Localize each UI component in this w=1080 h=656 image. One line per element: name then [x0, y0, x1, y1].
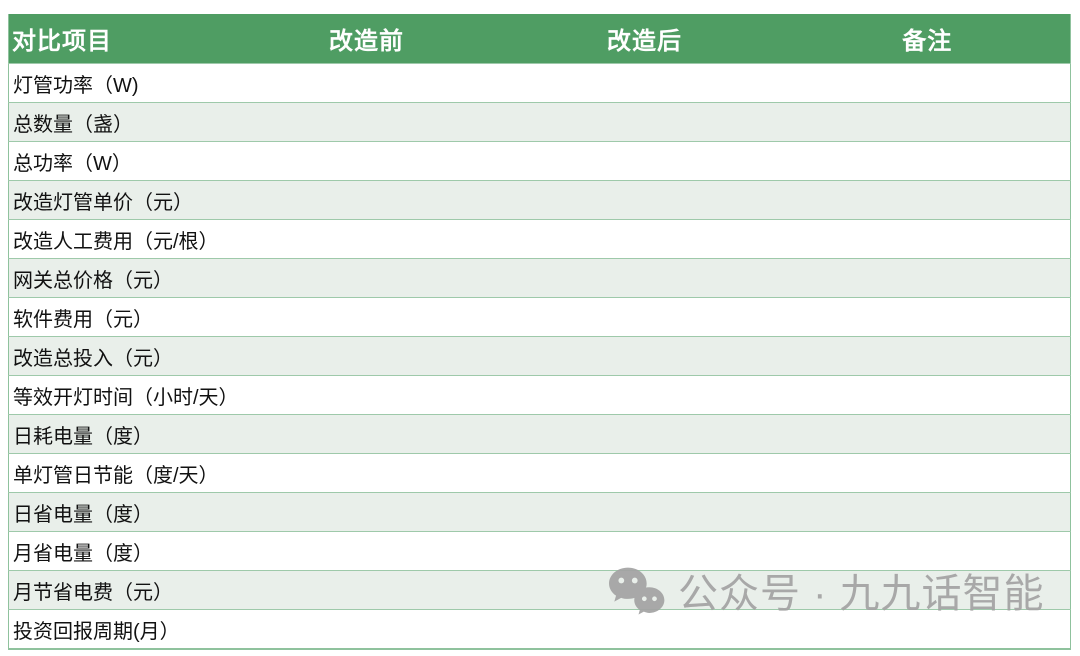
cell-item-label: 月节省电费（元） — [8, 570, 229, 610]
cell-note-value — [784, 141, 1071, 181]
cell-item-label: 灯管功率（W) — [8, 63, 229, 103]
cell-note-value — [784, 180, 1071, 220]
cell-item-label: 单灯管日节能（度/天） — [8, 453, 229, 493]
cell-item-label: 投资回报周期(月） — [8, 609, 229, 649]
cell-before-value — [228, 531, 505, 571]
cell-after-value — [504, 375, 785, 415]
cell-after-value — [504, 102, 785, 142]
cell-item-label: 改造灯管单价（元） — [8, 180, 229, 220]
cell-after-value — [504, 414, 785, 454]
cell-note-value — [784, 609, 1071, 649]
cell-item-label: 等效开灯时间（小时/天） — [8, 375, 229, 415]
table-body: 灯管功率（W) 总数量（盏） 总功率（W） — [8, 63, 1071, 649]
column-header-before: 改造前 — [228, 14, 505, 64]
cell-item-label: 月省电量（度） — [8, 531, 229, 571]
cell-after-value — [504, 219, 785, 259]
table-row: 网关总价格（元） — [8, 258, 1071, 298]
cell-note-value — [784, 531, 1071, 571]
table-row: 灯管功率（W) — [8, 63, 1071, 103]
table-row: 月省电量（度） — [8, 531, 1071, 571]
cell-after-value — [504, 336, 785, 376]
table-row: 改造灯管单价（元） — [8, 180, 1071, 220]
comparison-table-container: 对比项目 改造前 改造后 备注 灯管功率（W) 总数量（盏） — [8, 14, 1071, 650]
cell-before-value — [228, 102, 505, 142]
cell-item-label: 网关总价格（元） — [8, 258, 229, 298]
cell-after-value — [504, 453, 785, 493]
cell-before-value — [228, 258, 505, 298]
cell-after-value — [504, 297, 785, 337]
cell-after-value — [504, 492, 785, 532]
cell-after-value — [504, 180, 785, 220]
column-header-note: 备注 — [784, 14, 1071, 64]
table-row: 软件费用（元） — [8, 297, 1071, 337]
cell-note-value — [784, 258, 1071, 298]
cell-before-value — [228, 375, 505, 415]
cell-before-value — [228, 63, 505, 103]
cell-before-value — [228, 336, 505, 376]
table-row: 等效开灯时间（小时/天） — [8, 375, 1071, 415]
cell-note-value — [784, 414, 1071, 454]
cell-note-value — [784, 63, 1071, 103]
table-row: 改造人工费用（元/根） — [8, 219, 1071, 259]
table-row: 改造总投入（元） — [8, 336, 1071, 376]
cell-after-value — [504, 141, 785, 181]
cell-after-value — [504, 258, 785, 298]
cell-after-value — [504, 609, 785, 649]
cell-note-value — [784, 219, 1071, 259]
table-row: 总数量（盏） — [8, 102, 1071, 142]
cell-note-value — [784, 102, 1071, 142]
cell-item-label: 日耗电量（度） — [8, 414, 229, 454]
cell-item-label: 改造总投入（元） — [8, 336, 229, 376]
cell-before-value — [228, 609, 505, 649]
cell-item-label: 软件费用（元） — [8, 297, 229, 337]
cell-after-value — [504, 531, 785, 571]
cell-note-value — [784, 336, 1071, 376]
cell-item-label: 总功率（W） — [8, 141, 229, 181]
table-header-row: 对比项目 改造前 改造后 备注 — [8, 14, 1071, 64]
comparison-table: 对比项目 改造前 改造后 备注 灯管功率（W) 总数量（盏） — [8, 14, 1071, 650]
cell-note-value — [784, 375, 1071, 415]
cell-before-value — [228, 180, 505, 220]
cell-note-value — [784, 492, 1071, 532]
cell-item-label: 日省电量（度） — [8, 492, 229, 532]
cell-before-value — [228, 570, 505, 610]
cell-before-value — [228, 492, 505, 532]
cell-before-value — [228, 453, 505, 493]
cell-item-label: 改造人工费用（元/根） — [8, 219, 229, 259]
table-row: 总功率（W） — [8, 141, 1071, 181]
cell-note-value — [784, 570, 1071, 610]
cell-before-value — [228, 219, 505, 259]
cell-after-value — [504, 570, 785, 610]
cell-before-value — [228, 414, 505, 454]
cell-note-value — [784, 297, 1071, 337]
cell-before-value — [228, 297, 505, 337]
cell-after-value — [504, 63, 785, 103]
column-header-item: 对比项目 — [8, 14, 229, 64]
table-row: 月节省电费（元） — [8, 570, 1071, 610]
table-row: 投资回报周期(月） — [8, 609, 1071, 649]
table-row: 日耗电量（度） — [8, 414, 1071, 454]
table-row: 日省电量（度） — [8, 492, 1071, 532]
table-row: 单灯管日节能（度/天） — [8, 453, 1071, 493]
cell-note-value — [784, 453, 1071, 493]
cell-before-value — [228, 141, 505, 181]
column-header-after: 改造后 — [504, 14, 785, 64]
cell-item-label: 总数量（盏） — [8, 102, 229, 142]
